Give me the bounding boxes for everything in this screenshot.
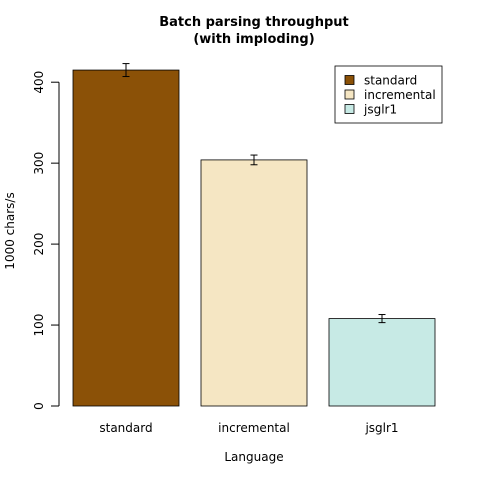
x-tick-label: standard xyxy=(99,421,152,435)
x-tick-labels: standard incremental jsglr1 xyxy=(99,421,398,435)
y-tick-label: 300 xyxy=(32,152,46,175)
x-tick-label: jsglr1 xyxy=(364,421,398,435)
bars-group xyxy=(72,69,436,407)
legend-swatch-jsglr1 xyxy=(344,104,355,114)
y-tick-label: 100 xyxy=(32,314,46,337)
bar-incremental xyxy=(200,159,308,407)
legend-label: jsglr1 xyxy=(363,103,397,117)
chart-subtitle: (with imploding) xyxy=(193,32,314,47)
y-axis-label: 1000 chars/s xyxy=(3,192,17,269)
legend-label: incremental xyxy=(364,88,436,102)
x-tick-label: incremental xyxy=(218,421,290,435)
y-tick-label: 200 xyxy=(32,233,46,256)
y-tick-label: 400 xyxy=(32,71,46,94)
bar-standard xyxy=(72,69,180,407)
legend-swatch-incremental xyxy=(344,89,355,100)
y-tick-label: 0 xyxy=(32,402,46,410)
legend-label: standard xyxy=(364,74,417,88)
bar-jsglr1 xyxy=(328,318,436,407)
y-axis: 0 100 200 300 400 xyxy=(32,71,60,410)
x-axis-label: Language xyxy=(224,450,283,464)
error-bars-group xyxy=(122,63,386,324)
legend-swatch-standard xyxy=(344,75,355,85)
chart-title: Batch parsing throughput xyxy=(159,15,349,30)
